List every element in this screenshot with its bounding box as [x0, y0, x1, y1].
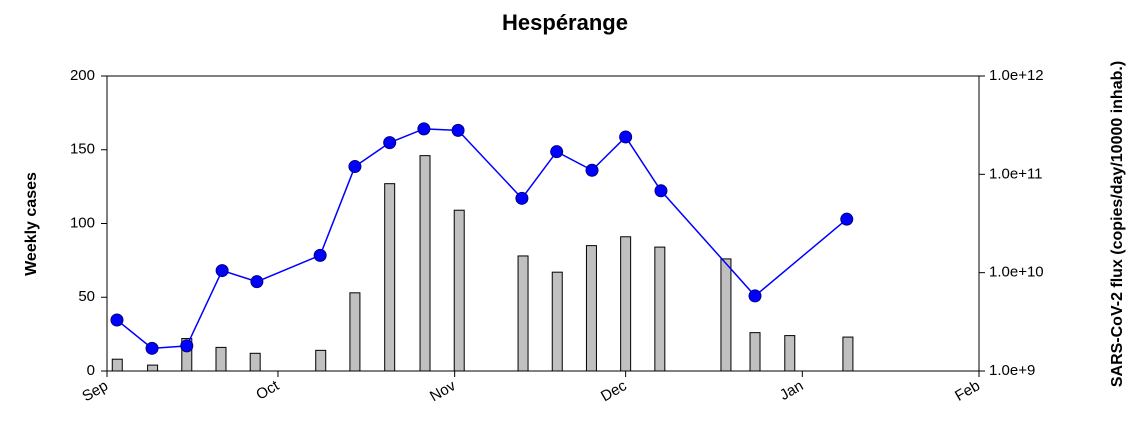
y2-tick-label: 1.0e+9	[989, 362, 1035, 379]
flux-point	[348, 160, 362, 174]
bar	[181, 338, 193, 372]
flux-point	[619, 130, 633, 144]
bar	[249, 352, 261, 372]
bar	[842, 336, 854, 372]
flux-point	[654, 184, 668, 198]
flux-point	[748, 289, 762, 303]
flux-point	[417, 122, 431, 136]
bar	[147, 364, 159, 372]
flux-point	[515, 191, 529, 205]
bar	[654, 246, 666, 372]
bar	[384, 183, 396, 372]
flux-point	[840, 212, 854, 226]
x-tick-label: Dec	[598, 377, 630, 405]
bar	[585, 245, 597, 372]
bar	[315, 349, 327, 372]
y-tick-label: 200	[70, 67, 95, 84]
x-tick-label: Feb	[952, 377, 983, 405]
y2-tick-label: 1.0e+10	[989, 264, 1044, 281]
flux-point	[550, 145, 564, 159]
bar	[784, 335, 796, 372]
bar	[215, 346, 227, 372]
bar	[349, 292, 361, 372]
bar	[517, 255, 529, 372]
bar	[620, 236, 632, 372]
bar	[419, 155, 431, 372]
bar	[551, 271, 563, 372]
flux-point	[110, 313, 124, 327]
y-tick-label: 0	[87, 362, 95, 379]
flux-point	[383, 136, 397, 150]
y2-tick-label: 1.0e+12	[989, 67, 1044, 84]
bar	[749, 332, 761, 372]
flux-line	[116, 128, 848, 350]
y-tick-label: 50	[78, 288, 95, 305]
bar	[720, 258, 732, 372]
y-tick-label: 100	[70, 214, 95, 231]
flux-point	[313, 248, 327, 262]
chart-title: Hespérange	[502, 10, 628, 35]
bar	[111, 358, 123, 372]
bar	[453, 209, 465, 372]
x-tick-label: Nov	[427, 377, 459, 405]
x-tick-label: Jan	[777, 377, 806, 404]
flux-point	[250, 275, 264, 289]
y2-tick-label: 1.0e+11	[989, 165, 1043, 182]
flux-point	[585, 163, 599, 177]
y2-axis-title: SARS-CoV-2 flux (copies/day/10000 inhab.…	[1109, 61, 1126, 387]
flux-point	[180, 339, 194, 353]
flux-point	[215, 264, 229, 278]
flux-point	[451, 123, 465, 137]
flux-point	[145, 341, 159, 355]
y-tick-label: 150	[70, 141, 95, 158]
x-tick-label: Sep	[79, 377, 111, 405]
x-tick-label: Oct	[253, 377, 282, 404]
y-axis-title: Weekly cases	[23, 172, 40, 276]
